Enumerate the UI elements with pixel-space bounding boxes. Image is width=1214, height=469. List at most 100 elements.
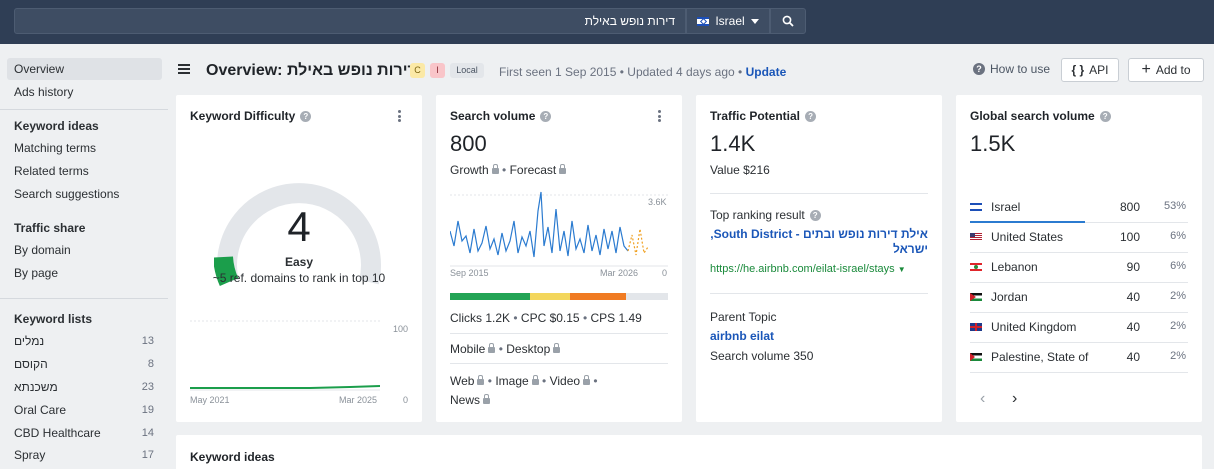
chart-min-label: 0 bbox=[402, 395, 408, 405]
sidebar-item-search-suggestions[interactable]: Search suggestions bbox=[7, 183, 162, 205]
sidebar-item-list[interactable]: נמלים 13 bbox=[7, 330, 162, 352]
difficulty-note: ~5 ref. domains to rank in top 10 bbox=[212, 271, 386, 285]
country-name: Lebanon bbox=[991, 260, 1038, 274]
info-icon[interactable]: ? bbox=[809, 209, 821, 221]
keyword-difficulty-card: Keyword Difficulty ? 4 Easy ~5 ref. doma… bbox=[176, 95, 422, 422]
top-result-url[interactable]: https://he.airbnb.com/eilat-israel/stays… bbox=[710, 263, 906, 275]
list-label: CBD Healthcare bbox=[14, 426, 101, 440]
difficulty-score: 4 bbox=[287, 203, 311, 250]
global-volume-value: 1.5K bbox=[970, 131, 1016, 156]
list-label: Spray bbox=[14, 448, 46, 462]
jordan-flag-icon bbox=[970, 293, 982, 301]
card-title: Traffic Potential ? bbox=[710, 109, 817, 123]
forecast-label: Forecast bbox=[509, 163, 557, 177]
sidebar-item-by-page[interactable]: By page bbox=[7, 262, 162, 284]
lock-icon bbox=[488, 343, 496, 353]
country-volume: 40 bbox=[1126, 350, 1140, 364]
chevron-left-icon[interactable]: ‹ bbox=[980, 390, 986, 407]
parent-topic-link[interactable]: airbnb eilat bbox=[710, 329, 775, 343]
how-to-use-label: How to use bbox=[990, 62, 1051, 76]
sidebar-heading-keyword-lists: Keyword lists bbox=[14, 312, 93, 326]
country-row[interactable]: Israel 800 53% bbox=[970, 193, 1188, 223]
info-icon[interactable]: ? bbox=[1099, 110, 1111, 122]
search-button[interactable] bbox=[770, 8, 806, 34]
divider bbox=[450, 333, 668, 334]
chart-date-end: Mar 2026 bbox=[600, 268, 639, 278]
intent-badge-c: C bbox=[410, 63, 425, 78]
kd-history-chart bbox=[190, 320, 380, 391]
sidebar-item-matching-terms[interactable]: Matching terms bbox=[7, 137, 162, 159]
country-row[interactable]: United Kingdom 40 2% bbox=[970, 313, 1188, 343]
chevron-right-icon[interactable]: › bbox=[1012, 390, 1018, 407]
info-icon[interactable]: ? bbox=[540, 110, 552, 122]
card-title: Global search volume ? bbox=[970, 109, 1111, 123]
sidebar-item-label: By domain bbox=[14, 243, 71, 257]
sidebar-item-overview[interactable]: Overview bbox=[7, 58, 162, 80]
sidebar-item-ads-history[interactable]: Ads history bbox=[7, 81, 162, 103]
list-count: 17 bbox=[141, 449, 154, 461]
sidebar-item-label: Matching terms bbox=[14, 141, 97, 155]
sidebar-item-label: Related terms bbox=[14, 164, 89, 178]
search-icon bbox=[782, 15, 794, 27]
desktop-label: Desktop bbox=[506, 342, 551, 356]
sidebar-item-list[interactable]: CBD Healthcare 14 bbox=[7, 422, 162, 444]
more-options-icon[interactable] bbox=[658, 110, 661, 122]
api-button[interactable]: { } API bbox=[1061, 58, 1119, 82]
us-flag-icon bbox=[970, 233, 982, 241]
lebanon-flag-icon bbox=[970, 263, 982, 271]
country-select[interactable]: Israel bbox=[686, 8, 770, 34]
divider bbox=[710, 193, 928, 194]
lock-icon bbox=[491, 164, 499, 174]
growth-forecast: Growth • Forecast bbox=[450, 163, 567, 177]
country-share: 53% bbox=[1163, 200, 1186, 212]
country-row[interactable]: Palestine, State of 40 2% bbox=[970, 343, 1188, 373]
country-share: 2% bbox=[1170, 320, 1186, 332]
list-count: 14 bbox=[141, 427, 154, 439]
mobile-label: Mobile bbox=[450, 342, 486, 356]
info-icon[interactable]: ? bbox=[300, 110, 312, 122]
sidebar-item-list[interactable]: משכנתא 23 bbox=[7, 376, 162, 398]
country-volume: 800 bbox=[1119, 200, 1140, 214]
lock-icon bbox=[531, 375, 539, 385]
sidebar-item-by-domain[interactable]: By domain bbox=[7, 239, 162, 261]
forecast-line bbox=[627, 228, 649, 256]
info-icon[interactable]: ? bbox=[805, 110, 817, 122]
more-options-icon[interactable] bbox=[398, 110, 401, 122]
chevron-down-icon: ▼ bbox=[897, 265, 906, 274]
chart-min-label: 0 bbox=[662, 268, 668, 278]
sidebar-item-label: By page bbox=[14, 266, 59, 280]
top-bar: Israel bbox=[0, 0, 1214, 44]
add-to-button[interactable]: + Add to bbox=[1128, 58, 1204, 82]
menu-icon[interactable] bbox=[178, 64, 190, 74]
search-volume-line bbox=[450, 191, 629, 258]
lock-icon bbox=[553, 343, 561, 353]
update-link[interactable]: Update bbox=[745, 65, 787, 79]
country-row[interactable]: Lebanon 90 6% bbox=[970, 253, 1188, 283]
country-name: United Kingdom bbox=[991, 320, 1077, 334]
country-volume: 40 bbox=[1126, 320, 1140, 334]
top-ranking-label-text: Top ranking result bbox=[710, 208, 805, 222]
bar-segment-empty bbox=[626, 293, 668, 300]
chevron-down-icon bbox=[750, 18, 759, 24]
difficulty-gauge bbox=[214, 183, 381, 287]
cpc-value: CPC $0.15 bbox=[520, 311, 580, 325]
parent-topic-label: Parent Topic bbox=[710, 310, 777, 324]
top-result-title-link[interactable]: אילת דירות נופש ובתים - South District, … bbox=[710, 227, 928, 256]
search-volume-card: Search volume ? 800 Growth • Forecast 3.… bbox=[436, 95, 682, 422]
search-input[interactable] bbox=[14, 8, 686, 34]
gauge-track bbox=[217, 183, 381, 285]
how-to-use-link[interactable]: ? How to use bbox=[973, 62, 1050, 76]
sidebar-item-related-terms[interactable]: Related terms bbox=[7, 160, 162, 182]
list-label: הקוסם bbox=[14, 357, 48, 371]
updated-time: Updated 4 days ago bbox=[627, 65, 735, 79]
sidebar-item-list[interactable]: Spray 17 bbox=[7, 444, 162, 466]
sidebar-item-list[interactable]: Oral Care 19 bbox=[7, 399, 162, 421]
chart-date-end: Mar 2025 bbox=[339, 395, 378, 405]
list-label: Oral Care bbox=[14, 403, 67, 417]
news-label: News bbox=[450, 393, 481, 407]
country-row[interactable]: Jordan 40 2% bbox=[970, 283, 1188, 313]
lock-icon bbox=[583, 375, 591, 385]
sidebar-item-list[interactable]: הקוסם 8 bbox=[7, 353, 162, 375]
traffic-value-usd: Value $216 bbox=[710, 163, 770, 177]
country-row[interactable]: United States 100 6% bbox=[970, 223, 1188, 253]
